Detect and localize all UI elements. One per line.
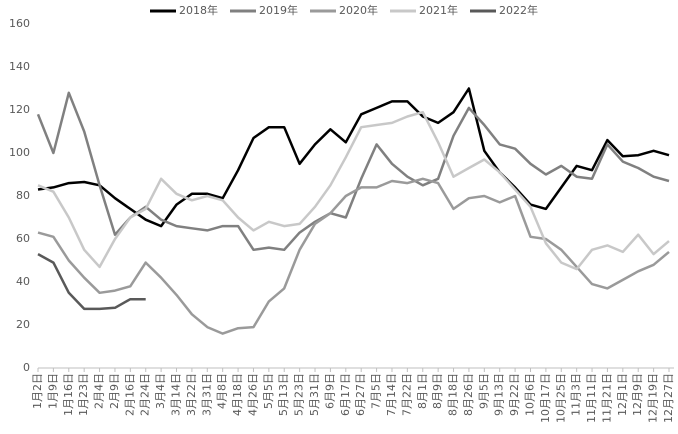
y-tick-label: 140 bbox=[9, 60, 30, 73]
y-tick-label: 40 bbox=[16, 275, 30, 288]
x-tick-label: 1月23日 bbox=[77, 373, 90, 416]
x-tick-label: 2月16日 bbox=[123, 373, 136, 416]
x-tick-label: 8月1日 bbox=[416, 373, 429, 409]
x-tick-label: 10月6日 bbox=[523, 373, 536, 416]
series-line bbox=[37, 110, 670, 271]
x-tick-label: 1月16日 bbox=[62, 373, 75, 416]
x-tick-label: 12月9日 bbox=[631, 373, 644, 416]
legend-label: 2021年 bbox=[419, 3, 458, 17]
x-tick-label: 4月26日 bbox=[246, 373, 259, 416]
x-tick-label: 5月13日 bbox=[277, 373, 290, 416]
y-tick-label: 20 bbox=[16, 318, 30, 331]
series-line bbox=[37, 253, 146, 311]
x-tick-label: 10月17日 bbox=[539, 373, 552, 423]
x-tick-label: 11月21日 bbox=[600, 373, 613, 423]
x-tick-label: 5月23日 bbox=[293, 373, 306, 416]
y-tick-label: 60 bbox=[16, 232, 30, 245]
x-tick-label: 6月27日 bbox=[354, 373, 367, 416]
x-tick-label: 11月3日 bbox=[570, 373, 583, 416]
x-tick-label: 7月14日 bbox=[385, 373, 398, 416]
legend-label: 2019年 bbox=[259, 3, 298, 17]
x-tick-label: 6月17日 bbox=[339, 373, 352, 416]
x-tick-label: 3月22日 bbox=[185, 373, 198, 416]
x-tick-label: 8月26日 bbox=[462, 373, 475, 416]
y-tick-label: 100 bbox=[9, 146, 30, 159]
y-tick-label: 80 bbox=[16, 189, 30, 202]
x-tick-label: 12月27日 bbox=[662, 373, 675, 423]
legend-label: 2022年 bbox=[499, 3, 538, 17]
x-tick-label: 12月1日 bbox=[616, 373, 629, 416]
x-tick-label: 9月22日 bbox=[508, 373, 521, 416]
legend-label: 2020年 bbox=[339, 3, 378, 17]
x-tick-label: 3月4日 bbox=[154, 373, 167, 409]
x-tick-label: 9月5日 bbox=[477, 373, 490, 409]
x-tick-label: 12月19日 bbox=[647, 373, 660, 423]
y-tick-label: 160 bbox=[9, 17, 30, 30]
x-tick-label: 2月4日 bbox=[93, 373, 106, 409]
y-tick-label: 120 bbox=[9, 103, 30, 116]
series-line bbox=[37, 177, 670, 335]
x-tick-label: 7月22日 bbox=[400, 373, 413, 416]
x-tick-label: 2月9日 bbox=[108, 373, 121, 409]
x-tick-label: 9月13日 bbox=[493, 373, 506, 416]
x-tick-label: 5月5日 bbox=[262, 373, 275, 409]
x-tick-label: 7月5日 bbox=[370, 373, 383, 409]
x-tick-label: 1月9日 bbox=[46, 373, 59, 409]
x-tick-label: 2月24日 bbox=[139, 373, 152, 416]
series-line bbox=[36, 91, 670, 252]
legend-label: 2018年 bbox=[179, 3, 218, 17]
series-line bbox=[37, 87, 670, 228]
x-tick-label: 8月18日 bbox=[447, 373, 460, 416]
x-tick-label: 4月18日 bbox=[231, 373, 244, 416]
y-tick-label: 0 bbox=[23, 361, 30, 374]
x-tick-label: 11月11日 bbox=[585, 373, 598, 423]
x-tick-label: 6月9日 bbox=[323, 373, 336, 409]
x-tick-label: 5月31日 bbox=[308, 373, 321, 416]
x-tick-label: 4月8日 bbox=[216, 373, 229, 409]
x-tick-label: 8月9日 bbox=[431, 373, 444, 409]
x-tick-label: 3月14日 bbox=[170, 373, 183, 416]
x-tick-label: 10月25日 bbox=[554, 373, 567, 423]
x-tick-label: 1月2日 bbox=[31, 373, 44, 409]
x-tick-label: 3月31日 bbox=[200, 373, 213, 416]
